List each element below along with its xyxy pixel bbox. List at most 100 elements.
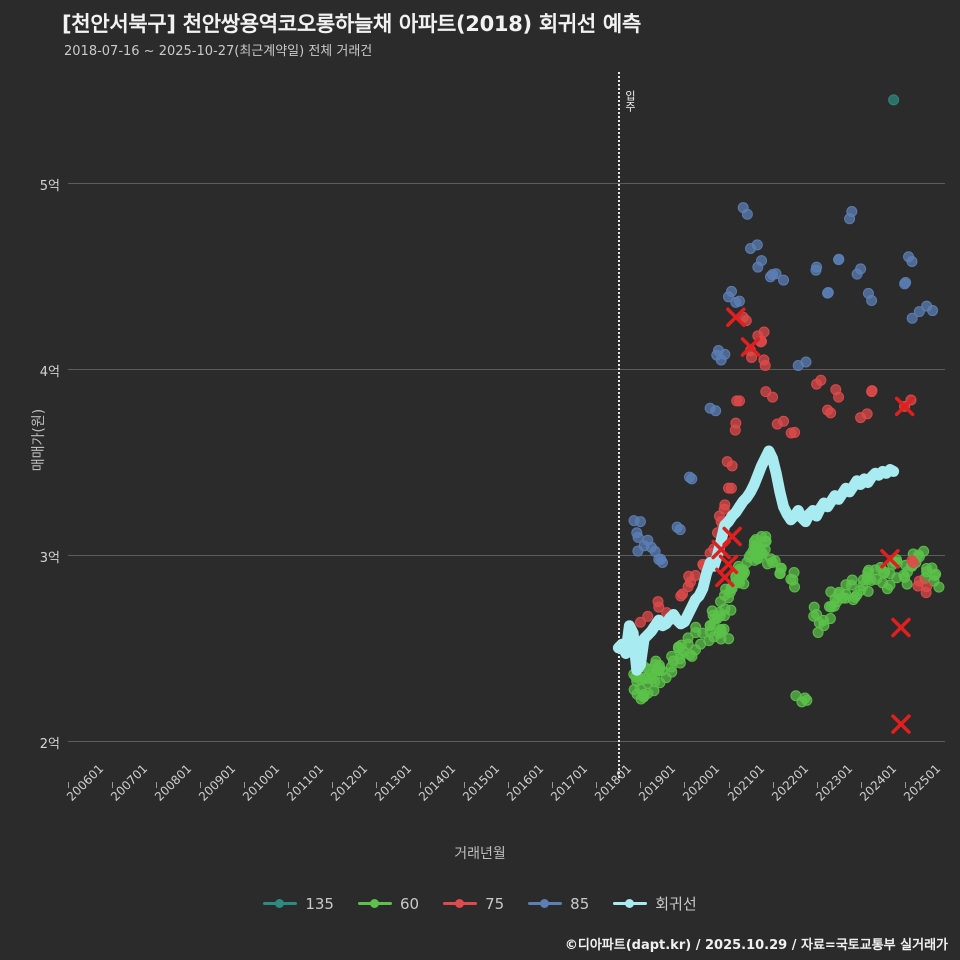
scatter-point: [825, 586, 837, 598]
scatter-point: [769, 555, 781, 567]
legend-item-75[interactable]: 75: [443, 895, 504, 913]
legend-swatch-icon: [443, 899, 478, 908]
legend-item-60[interactable]: 60: [357, 895, 419, 913]
legend-item-회귀선[interactable]: 회귀선: [613, 893, 697, 914]
scatter-point: [861, 408, 873, 420]
scatter-point: [855, 263, 867, 275]
scatter-point: [704, 547, 716, 559]
legend-item-85[interactable]: 85: [528, 895, 589, 913]
scatter-point: [748, 540, 760, 552]
scatter-point: [851, 589, 863, 601]
scatter-point: [720, 583, 732, 595]
cancelled-deal-x-icon: [722, 526, 742, 547]
scatter-point: [642, 534, 654, 546]
scatter-point: [714, 610, 726, 622]
scatter-point: [866, 386, 878, 398]
x-axis-tick-label: 200801: [152, 761, 195, 804]
scatter-point: [753, 543, 765, 555]
x-axis-tick-mark: [684, 782, 686, 788]
x-axis-tick-label: 201001: [240, 761, 283, 804]
cancelled-deal-x-icon: [891, 714, 911, 734]
cancelled-deal-x-icon: [740, 337, 761, 357]
scatter-point: [723, 482, 735, 494]
scatter-point: [741, 208, 753, 220]
scatter-point: [734, 395, 746, 407]
y-axis-tick-label: 2억: [39, 736, 60, 752]
scatter-point: [811, 378, 823, 390]
scatter-point: [631, 675, 643, 687]
footer-credit: ©디아파트(dapt.kr) / 2025.10.29 / 자료=국토교통부 실…: [564, 938, 948, 953]
scatter-point: [628, 515, 640, 527]
scatter-point: [734, 563, 746, 575]
x-axis-tick-mark: [816, 782, 818, 788]
scatter-point: [675, 648, 687, 660]
scatter-point: [913, 551, 925, 563]
scatter-point: [910, 556, 922, 568]
scatter-point: [718, 610, 730, 622]
x-axis-tick-label: 200601: [64, 761, 107, 804]
scatter-point: [862, 585, 874, 597]
scatter-point: [921, 300, 933, 312]
scatter-point: [723, 291, 735, 303]
scatter-point: [933, 581, 945, 593]
scatter-point: [787, 574, 799, 586]
scatter-point: [642, 677, 654, 689]
legend-swatch-icon: [528, 899, 563, 908]
scatter-point: [926, 562, 938, 574]
scatter-point: [847, 594, 859, 606]
x-axis-tick-mark: [640, 782, 642, 788]
scatter-point: [634, 616, 646, 628]
scatter-point: [697, 558, 709, 570]
regression-line: [612, 445, 900, 676]
scatter-point: [921, 563, 933, 575]
scatter-point: [900, 559, 912, 571]
scatter-point: [921, 581, 933, 593]
scatter-point: [648, 685, 660, 697]
scatter-point: [704, 626, 716, 638]
scatter-point: [712, 344, 724, 356]
x-axis-tick-mark: [332, 782, 334, 788]
scatter-point: [734, 572, 746, 584]
scatter-point: [743, 551, 755, 563]
scatter-point: [913, 575, 925, 587]
scatter-point: [929, 570, 941, 582]
x-axis-tick-mark: [772, 782, 774, 788]
cancelled-deal-x-icon: [891, 617, 911, 638]
scatter-point: [639, 661, 651, 673]
scatter-point: [630, 671, 642, 683]
scatter-point: [758, 354, 770, 366]
scatter-point: [840, 579, 852, 591]
scatter-point: [833, 586, 845, 598]
scatter-point: [638, 691, 650, 703]
move-in-vertical-line: [618, 72, 621, 778]
scatter-point: [905, 560, 917, 572]
scatter-point: [635, 693, 647, 705]
legend-marker-icon: [369, 899, 379, 908]
scatter-point: [709, 613, 721, 625]
legend-marker-icon: [625, 899, 635, 908]
scatter-point: [649, 676, 661, 688]
scatter-point: [726, 582, 738, 594]
scatter-point: [828, 600, 840, 612]
scatter-point: [901, 578, 913, 590]
scatter-point: [760, 531, 772, 543]
scatter-point: [672, 641, 684, 653]
scatter-point: [683, 471, 695, 483]
scatter-point: [767, 269, 779, 281]
scatter-point: [788, 566, 800, 578]
scatter-point: [675, 639, 687, 651]
scatter-point: [813, 617, 825, 629]
scatter-point: [906, 560, 918, 572]
legend-item-135[interactable]: 135: [263, 895, 334, 913]
scatter-point: [857, 580, 869, 592]
gridline: [68, 369, 945, 371]
scatter-point: [900, 276, 912, 288]
scatter-point: [634, 683, 646, 695]
scatter-point: [836, 592, 848, 604]
scatter-point: [645, 541, 657, 553]
scatter-point: [672, 642, 684, 654]
scatter-point: [642, 610, 654, 622]
scatter-point: [737, 569, 749, 581]
scatter-point: [723, 633, 735, 645]
